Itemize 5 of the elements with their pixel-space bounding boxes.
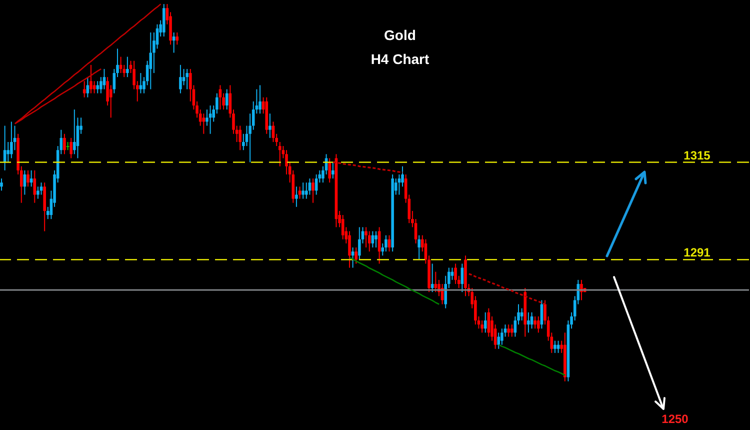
annotation: 1250	[662, 412, 689, 426]
text: Gold	[384, 27, 416, 43]
y-tick-label: 1291	[684, 246, 711, 260]
text: H4 Chart	[370, 51, 430, 67]
y-tick-label: 1315	[684, 148, 711, 162]
